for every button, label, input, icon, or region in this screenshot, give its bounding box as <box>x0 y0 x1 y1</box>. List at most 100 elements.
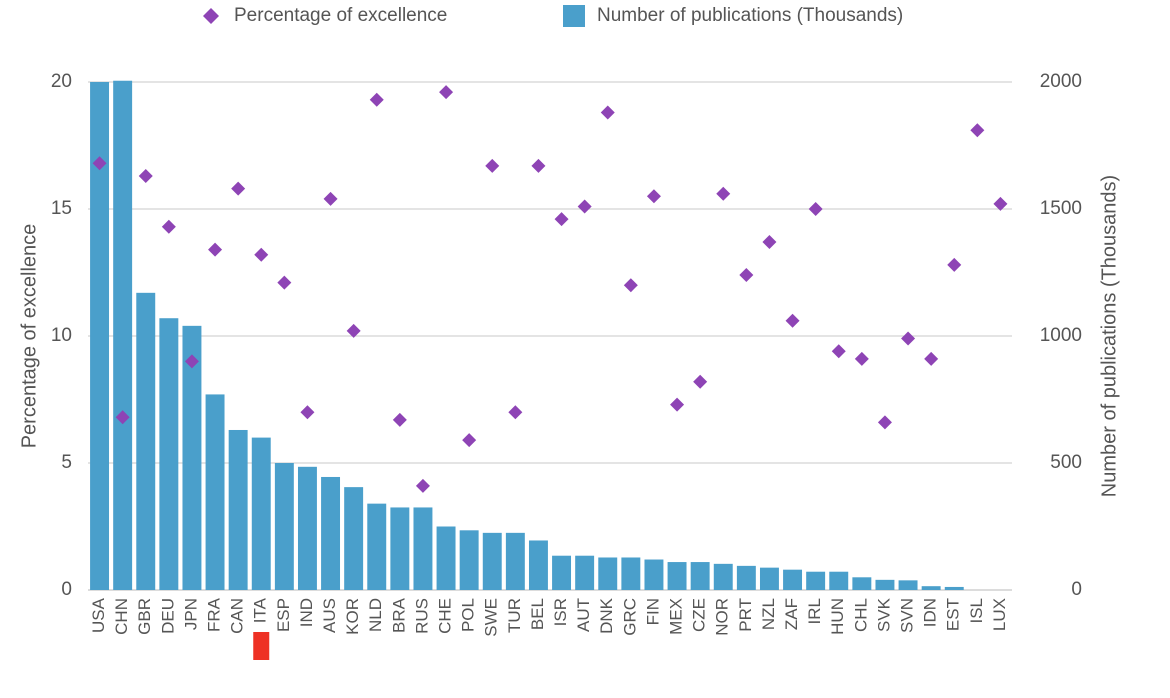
point-nor <box>716 186 731 201</box>
point-usa <box>92 156 107 171</box>
point-isl <box>970 123 985 138</box>
bar-aut <box>575 555 595 590</box>
bar-ita <box>251 437 271 590</box>
left-tick-label: 10 <box>51 325 72 346</box>
category-label: IRL <box>805 598 824 624</box>
bar-mex <box>667 562 687 590</box>
point-chl <box>854 351 869 366</box>
category-label: DEU <box>158 598 177 634</box>
point-chn <box>115 410 130 425</box>
left-axis-ticks: 0 5 10 15 20 <box>51 71 72 600</box>
point-fra <box>208 242 223 257</box>
point-can <box>231 181 246 196</box>
point-hun <box>831 344 846 359</box>
category-label: AUT <box>574 598 593 632</box>
bar-aus <box>321 476 341 590</box>
bar-irl <box>806 571 826 590</box>
category-label: TUR <box>505 598 524 633</box>
legend-diamond-icon <box>203 8 219 24</box>
bar-ind <box>297 466 317 590</box>
category-label: USA <box>89 597 108 633</box>
category-label: CAN <box>228 598 247 634</box>
right-tick-label: 0 <box>1071 579 1082 600</box>
category-label: ISR <box>551 598 570 626</box>
category-label: KOR <box>343 598 362 635</box>
point-fin <box>646 189 661 204</box>
point-kor <box>346 323 361 338</box>
bar-jpn <box>182 325 202 590</box>
point-zaf <box>785 313 800 328</box>
bar-hun <box>829 571 849 590</box>
bar-zaf <box>783 569 803 590</box>
bar-svn <box>898 580 918 590</box>
category-label: ESP <box>274 598 293 632</box>
legend-square-icon <box>563 5 585 27</box>
category-label: SVK <box>874 597 893 632</box>
bar-gbr <box>136 292 156 590</box>
category-labels: USA CHN GBR DEU JPN FRA CAN ITA ESP IND AUS KOR NLD B… <box>89 597 1009 660</box>
category-label: ITA <box>251 597 270 623</box>
category-label: SWE <box>482 598 501 637</box>
point-aus <box>323 191 338 206</box>
category-label: BRA <box>389 597 408 633</box>
point-pol <box>462 433 477 448</box>
point-prt <box>739 268 754 283</box>
bar-nor <box>713 563 733 590</box>
category-label: BEL <box>528 598 547 630</box>
point-grc <box>623 278 638 293</box>
bar-kor <box>344 487 364 590</box>
point-svn <box>901 331 916 346</box>
category-label: CHN <box>112 598 131 635</box>
bar-deu <box>159 318 179 590</box>
category-label: JPN <box>181 598 200 630</box>
point-gbr <box>138 168 153 183</box>
right-tick-label: 1000 <box>1040 325 1082 346</box>
category-label: ZAF <box>782 598 801 630</box>
bar-tur <box>505 532 525 590</box>
point-ita <box>254 247 269 262</box>
point-svk <box>877 415 892 430</box>
category-label: FRA <box>205 597 224 632</box>
highlight-marker <box>253 632 270 660</box>
left-tick-label: 0 <box>61 579 72 600</box>
point-isr <box>554 212 569 227</box>
category-label: CZE <box>690 598 709 632</box>
bar-che <box>436 526 456 590</box>
category-label: ISL <box>967 598 986 624</box>
left-tick-label: 15 <box>51 198 72 219</box>
point-swe <box>485 158 500 173</box>
category-label: LUX <box>990 598 1009 631</box>
bar-nld <box>367 503 387 590</box>
bar-est <box>944 586 964 590</box>
category-label: HUN <box>828 598 847 635</box>
category-label: FIN <box>643 598 662 625</box>
category-label: EST <box>944 598 963 631</box>
right-tick-label: 2000 <box>1040 71 1082 92</box>
right-tick-label: 500 <box>1050 452 1082 473</box>
bar-swe <box>482 532 502 590</box>
category-label: AUS <box>320 598 339 633</box>
category-label: NZL <box>759 598 778 630</box>
scatter-series <box>92 85 1008 493</box>
bar-rus <box>413 507 433 590</box>
point-irl <box>808 202 823 216</box>
point-nzl <box>762 235 777 250</box>
category-label: DNK <box>597 597 616 634</box>
category-label: POL <box>459 598 478 632</box>
left-tick-label: 20 <box>51 71 72 92</box>
bar-nzl <box>759 567 779 590</box>
bar-series <box>90 80 964 590</box>
point-dnk <box>600 105 615 120</box>
bar-bel <box>528 540 548 590</box>
bar-chl <box>852 577 872 590</box>
bar-isr <box>552 555 572 590</box>
category-label: NLD <box>366 598 385 632</box>
category-label: SVN <box>898 598 917 633</box>
bar-bra <box>390 507 410 590</box>
point-esp <box>277 275 292 290</box>
legend: Percentage of excellence Number of public… <box>203 5 903 27</box>
category-label: MEX <box>667 598 686 635</box>
bar-prt <box>736 565 756 590</box>
